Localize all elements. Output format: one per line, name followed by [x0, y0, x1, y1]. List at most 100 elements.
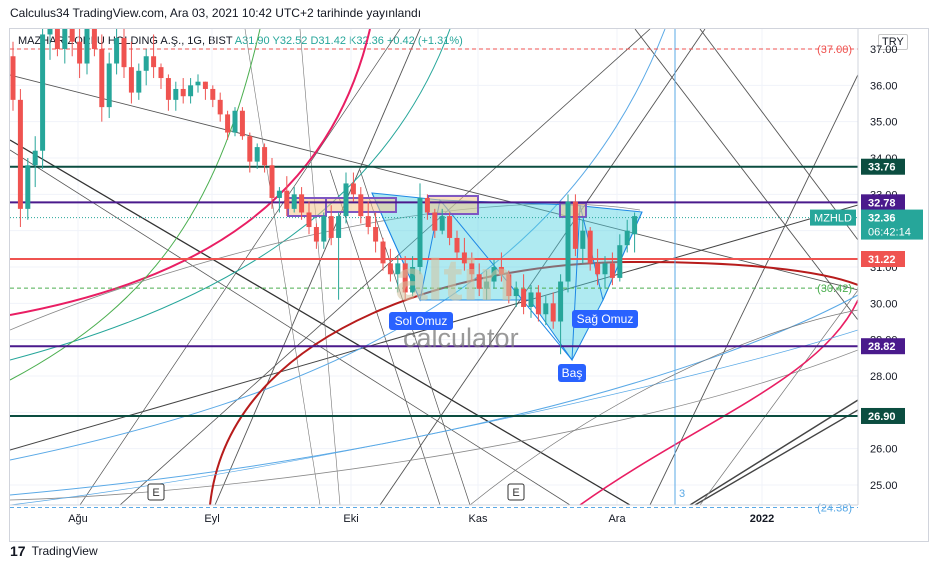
- y-tick-label: 26.00: [870, 444, 898, 456]
- candle-body: [84, 29, 90, 64]
- level-price-tag: [861, 194, 905, 211]
- candle-body: [151, 56, 157, 68]
- candle-body: [528, 292, 534, 307]
- candle-body: [365, 216, 371, 228]
- watermark: altin calculator: [395, 248, 519, 353]
- trendline: [689, 399, 858, 505]
- candle-body: [40, 34, 46, 151]
- candle-body: [291, 194, 297, 209]
- curve: [10, 29, 261, 381]
- candle-body: [188, 85, 194, 97]
- watermark-brand: altin: [395, 248, 514, 313]
- y-tick-label: 28.00: [870, 371, 898, 383]
- annotation-box: [389, 312, 453, 330]
- earnings-marker-label: E: [512, 487, 519, 499]
- level-price-tag-label: 28.82: [868, 341, 896, 353]
- level-price-tag: [861, 338, 905, 355]
- x-tick-label: 2022: [750, 513, 774, 525]
- candle-body: [173, 88, 179, 100]
- level-price-tag: [861, 251, 905, 268]
- candle-body: [595, 263, 601, 275]
- trendline: [329, 169, 441, 505]
- level-price-tag-label: 26.90: [868, 411, 896, 423]
- last-price-tag: [861, 209, 923, 240]
- candle-body: [269, 165, 275, 198]
- candle-body: [350, 183, 356, 195]
- candle-body: [454, 237, 460, 253]
- candle-body: [114, 38, 120, 64]
- trendline: [699, 289, 858, 505]
- candle-body: [476, 274, 482, 289]
- earnings-marker[interactable]: [507, 483, 525, 501]
- curve: [10, 294, 858, 496]
- footer: 17 TradingView: [10, 543, 98, 559]
- candle-body: [417, 197, 423, 267]
- candle-body: [447, 216, 453, 238]
- candle-body: [217, 99, 223, 115]
- candle-body: [402, 263, 408, 293]
- candle-body: [432, 212, 438, 231]
- x-tick-label: Kas: [469, 513, 488, 525]
- candle-body: [602, 263, 608, 275]
- candle-body: [143, 56, 149, 71]
- candle-body: [498, 267, 504, 275]
- candle-body: [587, 230, 593, 264]
- bar-counter: 3: [679, 488, 685, 500]
- candle-body: [284, 190, 290, 209]
- candle-body: [54, 29, 60, 49]
- level-price-tag: [861, 407, 905, 424]
- candle-body: [328, 216, 334, 238]
- candle-body: [336, 216, 342, 238]
- tradingview-logo-icon: 17: [10, 543, 26, 559]
- candle-body: [165, 78, 171, 100]
- candle-body: [62, 29, 68, 49]
- y-tick-label: 25.00: [870, 480, 898, 492]
- candle-body: [77, 41, 83, 64]
- candle-body: [99, 48, 105, 108]
- currency-button[interactable]: TRY: [878, 34, 908, 50]
- candle-body: [225, 114, 231, 133]
- trendline: [119, 29, 651, 505]
- curve: [10, 29, 451, 361]
- high-value: Y32.52: [272, 35, 308, 47]
- candle-body: [521, 288, 527, 307]
- chart-frame: [9, 28, 929, 542]
- curve: [209, 260, 858, 505]
- annotation-box: [572, 310, 638, 328]
- candle-body: [609, 263, 615, 278]
- candle-body: [121, 38, 127, 68]
- candle-body: [617, 245, 623, 278]
- candle-body: [239, 110, 245, 137]
- curve: [579, 299, 858, 505]
- candle-body: [158, 67, 164, 79]
- candle-body: [343, 183, 349, 217]
- candle-body: [195, 81, 201, 86]
- candle-body: [513, 288, 519, 297]
- low-value: D31.42: [310, 35, 346, 47]
- candle-body: [91, 29, 97, 49]
- candle-body: [202, 81, 208, 89]
- candle-body: [543, 303, 549, 315]
- candle-body: [535, 292, 541, 315]
- earnings-marker[interactable]: [147, 483, 165, 501]
- trendline: [244, 29, 321, 505]
- x-tick-label: Eki: [343, 513, 358, 525]
- candle-body: [306, 212, 312, 228]
- y-tick-label: 30.00: [870, 298, 898, 310]
- x-tick-label: Ağu: [68, 513, 88, 525]
- candle-body: [276, 190, 282, 198]
- candle-body: [387, 263, 393, 275]
- candle-body: [632, 216, 638, 235]
- bar-countdown: 06:42:14: [868, 227, 911, 239]
- y-tick-label: 36.00: [870, 80, 898, 92]
- last-price-value: 32.36: [868, 213, 896, 225]
- candle-body: [17, 99, 23, 209]
- trendline: [299, 29, 341, 505]
- candle-body: [232, 110, 238, 133]
- annotation-label: Sol Omuz: [395, 314, 448, 328]
- candle-body: [106, 63, 112, 108]
- candle-body: [565, 201, 571, 282]
- footer-brand[interactable]: TradingView: [31, 544, 98, 558]
- curve: [469, 309, 858, 505]
